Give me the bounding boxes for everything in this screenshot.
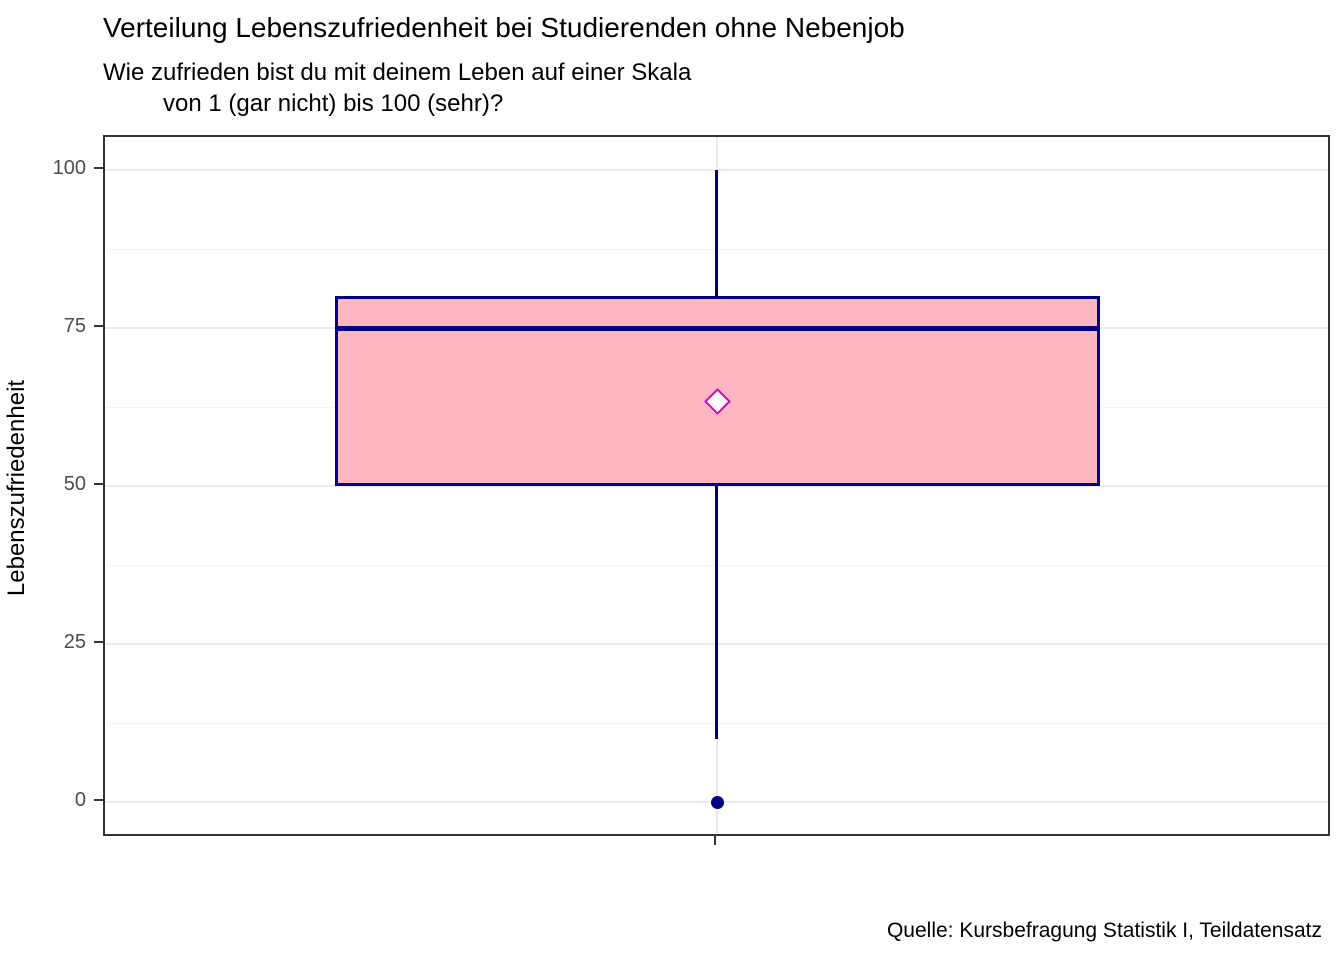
- median-line: [335, 325, 1100, 331]
- y-tick-mark: [94, 325, 103, 327]
- chart-title: Verteilung Lebenszufriedenheit bei Studi…: [103, 12, 905, 43]
- y-tick-mark: [94, 641, 103, 643]
- chart-subtitle-line1: Wie zufrieden bist du mit deinem Leben a…: [103, 59, 692, 86]
- outlier-point: [710, 795, 724, 809]
- y-tick-label: 100: [52, 157, 86, 179]
- plot-panel: [103, 135, 1330, 836]
- y-tick-label: 0: [74, 789, 86, 811]
- x-tick-mark: [714, 836, 716, 845]
- y-tick-label: 25: [63, 631, 86, 653]
- chart-caption: Quelle: Kursbefragung Statistik I, Teild…: [886, 919, 1322, 942]
- y-tick-label: 50: [63, 473, 86, 495]
- y-tick-mark: [94, 799, 103, 801]
- upper-whisker-line: [715, 170, 718, 297]
- y-tick-label: 75: [63, 315, 86, 337]
- chart-subtitle-line2: von 1 (gar nicht) bis 100 (sehr)?: [163, 90, 504, 117]
- lower-whisker-line: [715, 486, 718, 739]
- y-tick-mark: [94, 483, 103, 485]
- y-tick-mark: [94, 167, 103, 169]
